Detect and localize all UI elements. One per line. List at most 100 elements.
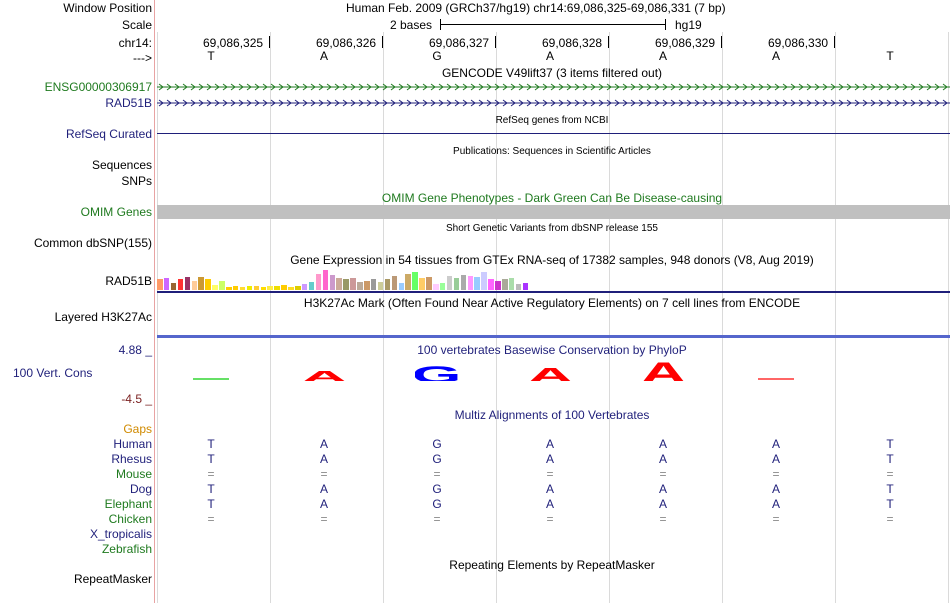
species-label-human[interactable]: Human [113, 437, 152, 451]
gtex-tissue-bar[interactable] [288, 287, 294, 290]
gtex-tissue-bar[interactable] [446, 276, 453, 290]
gtex-tissue-bar[interactable] [184, 277, 191, 290]
chrom-label: chr14: [118, 36, 152, 50]
gtex-tissue-bar[interactable] [412, 272, 418, 290]
alignment-base: = [886, 512, 894, 526]
omim-title[interactable]: OMIM Gene Phenotypes - Dark Green Can Be… [381, 191, 723, 205]
gtex-tissue-bar[interactable] [343, 279, 349, 290]
common-dbsnp-label[interactable]: Common dbSNP(155) [33, 236, 152, 250]
gtex-gene-line[interactable] [157, 291, 950, 293]
gtex-tissue-bar[interactable] [301, 284, 308, 290]
refseq-curated-label[interactable]: RefSeq Curated [65, 127, 152, 141]
gtex-tissue-bar[interactable] [177, 279, 184, 290]
gene-track-rad51b[interactable] [157, 98, 950, 108]
gtex-tissue-bar[interactable] [398, 283, 404, 290]
gtex-tissue-bar[interactable] [336, 278, 342, 290]
gtex-tissue-bar[interactable] [315, 274, 322, 290]
gene-label-ensg00000306917[interactable]: ENSG00000306917 [44, 80, 152, 94]
gtex-tissue-bar[interactable] [281, 285, 287, 290]
h3k27ac-title[interactable]: H3K27Ac Mark (Often Found Near Active Re… [303, 296, 801, 310]
gtex-tissue-bar[interactable] [508, 278, 515, 290]
species-label-elephant[interactable]: Elephant [104, 497, 152, 511]
species-label-x-tropicalis[interactable]: X_tropicalis [89, 527, 152, 541]
gtex-tissue-bar[interactable] [370, 279, 377, 290]
gtex-tissue-bar[interactable] [515, 284, 522, 290]
gencode-title[interactable]: GENCODE V49lift37 (3 items filtered out) [441, 66, 663, 80]
gtex-tissue-bar[interactable] [467, 276, 473, 290]
omim-gene-block[interactable] [157, 205, 950, 219]
gtex-tissue-bar[interactable] [419, 278, 425, 290]
gtex-tissue-bar[interactable] [433, 284, 439, 290]
species-label-dog[interactable]: Dog [129, 482, 152, 496]
strand-arrow-label[interactable]: ---> [133, 51, 152, 65]
refseq-track-line[interactable] [157, 133, 950, 134]
gtex-tissue-bar[interactable] [522, 283, 529, 290]
gtex-tissue-bar[interactable] [439, 283, 446, 290]
gtex-tissue-bar[interactable] [495, 281, 501, 290]
species-label-chicken[interactable]: Chicken [108, 512, 152, 526]
alignment-base: T [207, 482, 215, 496]
gtex-tissue-bar[interactable] [205, 279, 211, 290]
gtex-tissue-bar[interactable] [191, 281, 197, 290]
snps-label[interactable]: SNPs [121, 174, 152, 188]
h3k27ac-signal[interactable] [157, 335, 950, 338]
gtex-tissue-bar[interactable] [219, 281, 225, 290]
gene-label-rad51b[interactable]: RAD51B [105, 96, 152, 110]
gtex-tissue-bar[interactable] [405, 274, 411, 290]
gtex-tissue-bar[interactable] [488, 279, 494, 290]
dbsnp-title[interactable]: Short Genetic Variants from dbSNP releas… [446, 223, 658, 234]
gtex-tissue-bar[interactable] [377, 282, 384, 290]
gtex-tissue-bar[interactable] [308, 282, 315, 290]
gtex-tissue-bar[interactable] [350, 278, 356, 290]
window-position-value[interactable]: Human Feb. 2009 (GRCh37/hg19) chr14:69,0… [346, 1, 726, 15]
gene-track-ensg00000306917[interactable] [157, 82, 950, 92]
repeatmasker-title[interactable]: Repeating Elements by RepeatMasker [449, 558, 655, 572]
gtex-tissue-bar[interactable] [322, 270, 329, 290]
gtex-bar-chart[interactable] [157, 269, 537, 290]
gtex-tissue-bar[interactable] [232, 286, 239, 290]
gaps-label[interactable]: Gaps [123, 422, 152, 436]
gtex-tissue-bar[interactable] [481, 272, 487, 290]
gtex-tissue-bar[interactable] [157, 279, 163, 290]
vert-cons-label[interactable]: 100 Vert. Cons [13, 366, 93, 380]
alignment-base: = [886, 467, 894, 481]
layered-h3k27ac-label[interactable]: Layered H3K27Ac [54, 310, 152, 324]
gtex-tissue-bar[interactable] [198, 277, 204, 290]
gtex-tissue-bar[interactable] [226, 287, 232, 290]
conservation-title[interactable]: 100 vertebrates Basewise Conservation by… [417, 343, 687, 357]
gtex-tissue-bar[interactable] [170, 283, 177, 290]
gtex-tissue-bar[interactable] [391, 276, 398, 290]
gtex-gene-label[interactable]: RAD51B [105, 274, 152, 288]
gtex-tissue-bar[interactable] [246, 286, 253, 290]
gtex-tissue-bar[interactable] [267, 286, 273, 290]
gtex-tissue-bar[interactable] [260, 287, 266, 290]
publications-title[interactable]: Publications: Sequences in Scientific Ar… [453, 146, 651, 157]
gtex-tissue-bar[interactable] [474, 277, 480, 290]
position-tick [269, 36, 270, 48]
logo-letter: G [415, 363, 459, 381]
species-label-rhesus[interactable]: Rhesus [111, 452, 152, 466]
omim-genes-label[interactable]: OMIM Genes [80, 205, 152, 219]
gtex-tissue-bar[interactable] [253, 286, 260, 290]
gtex-tissue-bar[interactable] [460, 275, 467, 290]
gtex-tissue-bar[interactable] [212, 285, 218, 290]
gtex-tissue-bar[interactable] [453, 278, 460, 290]
species-label-zebrafish[interactable]: Zebrafish [101, 542, 152, 556]
gtex-tissue-bar[interactable] [502, 279, 508, 290]
gtex-tissue-bar[interactable] [426, 277, 432, 290]
gtex-tissue-bar[interactable] [274, 286, 280, 290]
gtex-tissue-bar[interactable] [329, 275, 335, 290]
gtex-tissue-bar[interactable] [384, 279, 391, 290]
multiz-title[interactable]: Multiz Alignments of 100 Vertebrates [454, 408, 650, 422]
species-label-mouse[interactable]: Mouse [115, 467, 152, 481]
gtex-tissue-bar[interactable] [364, 281, 370, 290]
gtex-tissue-bar[interactable] [239, 287, 246, 290]
repeatmasker-label[interactable]: RepeatMasker [73, 572, 152, 586]
gtex-tissue-bar[interactable] [163, 278, 170, 290]
gtex-tissue-bar[interactable] [357, 282, 363, 290]
sequences-label[interactable]: Sequences [91, 158, 152, 172]
gtex-tissue-bar[interactable] [295, 286, 301, 290]
gtex-title[interactable]: Gene Expression in 54 tissues from GTEx … [290, 253, 814, 267]
scale-label: Scale [121, 18, 152, 32]
refseq-title[interactable]: RefSeq genes from NCBI [495, 115, 609, 126]
